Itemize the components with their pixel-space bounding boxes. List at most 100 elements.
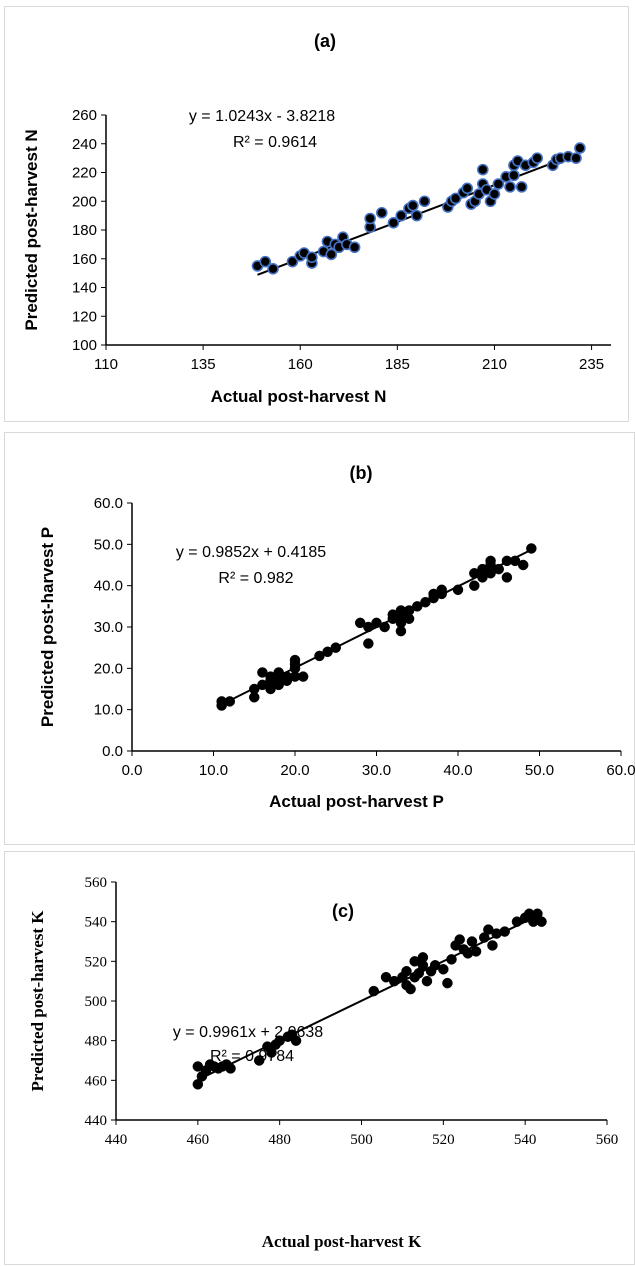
y-tick-label: 30.0 — [94, 619, 123, 636]
data-point — [485, 555, 496, 567]
trendline-equation: y = 0.9961x + 2.0638 — [173, 1024, 323, 1041]
x-tick-label: 500 — [350, 1132, 373, 1148]
scatter-chart-b: 0.0 10.0 20.0 30.0 40.0 50.0 60.0 0.0 10.0 20.0 30… — [38, 463, 635, 811]
data-point — [493, 563, 504, 575]
x-tick-label: 520 — [432, 1132, 455, 1148]
x-tick-label: 480 — [268, 1132, 291, 1148]
data-point — [452, 584, 464, 596]
x-tick-label: 185 — [385, 356, 410, 373]
chart-title: (b) — [350, 463, 373, 483]
data-point — [449, 192, 462, 205]
data-point — [325, 248, 338, 261]
y-tick-label: 240 — [72, 136, 97, 153]
y-tick-label: 560 — [85, 875, 108, 891]
chart-title: (a) — [314, 31, 336, 51]
data-point — [421, 975, 433, 987]
y-axis-title: Predicted post-harvest K — [28, 910, 47, 1092]
data-point — [225, 1063, 236, 1074]
x-tick-label: 0.0 — [122, 762, 143, 779]
y-tick-label: 440 — [85, 1113, 108, 1129]
y-tick-label: 180 — [72, 222, 97, 239]
trendline-equation: y = 0.9852x + 0.4185 — [176, 544, 326, 561]
y-tick-label: 160 — [72, 251, 97, 268]
x-tick-label: 40.0 — [443, 762, 472, 779]
data-point — [461, 182, 474, 195]
data-point — [297, 671, 309, 682]
r-squared-label: R² = 0.9784 — [210, 1048, 294, 1065]
x-tick-label: 460 — [187, 1132, 210, 1148]
x-tick-label: 110 — [94, 356, 118, 373]
y-tick-label: 500 — [85, 994, 108, 1010]
y-tick-label: 480 — [85, 1034, 108, 1050]
r-squared-label: R² = 0.9614 — [233, 134, 317, 151]
y-tick-label: 520 — [85, 954, 108, 970]
data-point — [405, 983, 416, 995]
data-point — [379, 621, 390, 633]
data-point — [401, 966, 412, 977]
y-tick-label: 60.0 — [94, 495, 123, 512]
data-point — [267, 263, 279, 275]
data-point — [574, 142, 586, 154]
data-point — [363, 638, 374, 649]
scatter-chart-a: 100 120 140 160 180 200 220 240 260 110 135 160 185 2… — [22, 31, 611, 406]
data-point — [469, 580, 480, 591]
y-tick-label: 540 — [85, 915, 108, 931]
y-tick-label: 40.0 — [94, 578, 123, 595]
y-tick-label: 0.0 — [102, 743, 123, 760]
data-point — [487, 940, 498, 951]
x-tick-label: 20.0 — [280, 762, 309, 779]
y-tick-label: 120 — [72, 308, 97, 325]
chart-title: (c) — [332, 901, 354, 921]
chart-panel-a: 100 120 140 160 180 200 220 240 260 110 135 160 185 2… — [4, 6, 629, 422]
x-tick-label: 235 — [579, 356, 604, 373]
data-point — [508, 169, 520, 182]
data-point — [224, 696, 236, 707]
x-tick-label: 60.0 — [606, 762, 635, 779]
data-point — [253, 1055, 265, 1066]
x-tick-label: 560 — [596, 1132, 619, 1148]
data-point — [418, 195, 431, 208]
x-tick-label: 440 — [105, 1132, 128, 1148]
x-axis-title: Actual post-harvest P — [269, 792, 444, 811]
data-point — [504, 181, 516, 193]
data-point — [501, 572, 513, 583]
data-point — [442, 977, 453, 989]
data-point — [526, 543, 537, 554]
x-axis-title: Actual post-harvest N — [211, 387, 387, 406]
y-axis-title: Predicted post-harvest P — [38, 527, 57, 727]
data-point — [477, 163, 489, 176]
x-tick-label: 135 — [191, 356, 216, 373]
y-tick-label: 200 — [72, 193, 97, 210]
data-point — [536, 916, 547, 927]
y-tick-label: 220 — [72, 165, 97, 182]
data-point — [395, 209, 408, 222]
data-point — [368, 985, 380, 997]
y-tick-label: 140 — [72, 280, 97, 297]
y-tick-label: 50.0 — [94, 536, 123, 553]
data-point — [306, 251, 318, 264]
data-point — [348, 241, 361, 254]
data-point — [515, 181, 528, 193]
data-point — [531, 152, 543, 164]
data-point — [438, 964, 449, 975]
data-point — [499, 926, 510, 937]
data-point — [259, 255, 272, 268]
data-point — [436, 584, 447, 596]
chart-panel-c: 440 460 480 500 520 540 560 440 460 480 500 520 540 5… — [4, 851, 635, 1265]
chart-panel-b: 0.0 10.0 20.0 30.0 40.0 50.0 60.0 0.0 10.0 20.0 30… — [4, 432, 635, 845]
x-tick-label: 50.0 — [525, 762, 554, 779]
y-tick-label: 100 — [72, 337, 97, 354]
y-tick-label: 20.0 — [94, 660, 123, 677]
data-point — [376, 206, 388, 219]
data-point — [387, 217, 400, 229]
data-point — [410, 209, 423, 222]
data-point — [407, 199, 419, 212]
y-tick-label: 10.0 — [94, 702, 123, 719]
y-axis-title: Predicted post-harvest N — [22, 129, 41, 330]
data-point — [446, 954, 457, 965]
data-point — [570, 152, 582, 164]
data-point — [286, 255, 299, 268]
trendline-equation: y = 1.0243x - 3.8218 — [189, 108, 335, 125]
y-tick-label: 260 — [72, 107, 97, 124]
data-point — [470, 946, 482, 957]
